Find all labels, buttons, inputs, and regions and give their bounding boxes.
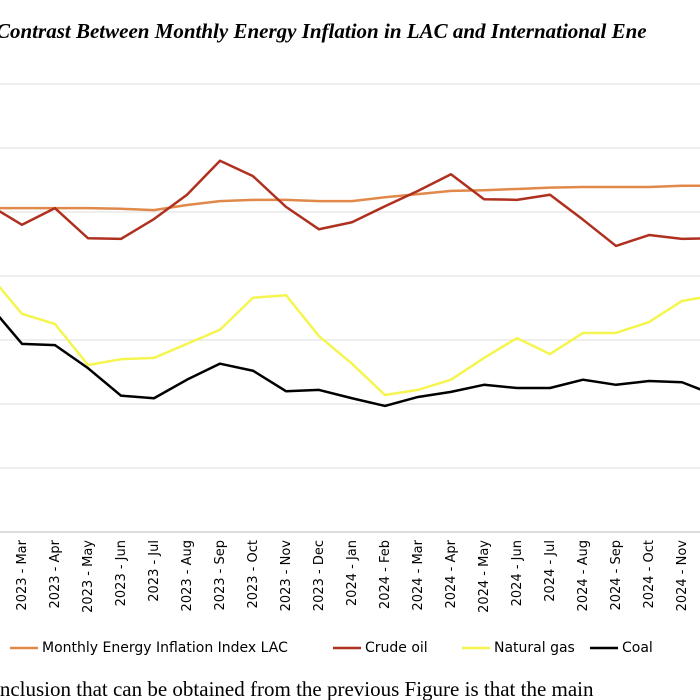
caption: conclusion that can be obtained from the… — [0, 677, 594, 700]
x-tick-label: 2024 - Nov — [675, 540, 690, 612]
x-tick-label: 2024 - Jan — [345, 540, 360, 606]
x-tick-label: 2023 - Nov — [279, 540, 294, 612]
legend-label: Coal — [622, 640, 653, 656]
x-tick-label: 2023 - Jul — [147, 540, 162, 602]
x-tick-label: 2024 - Oct — [642, 540, 657, 609]
x-tick-label: 2024 - Jun — [510, 540, 525, 606]
x-tick-label: 2023 - Mar — [15, 539, 30, 610]
series-line — [0, 285, 700, 397]
series-line — [0, 315, 700, 408]
series-line — [0, 184, 700, 212]
x-tick-label: 2023 - Sep — [213, 540, 228, 611]
x-tick-label: 2023 - Jun — [114, 540, 129, 606]
x-tick-label: 2023 - Oct — [246, 540, 261, 609]
x-tick-label: 2023 - Aug — [180, 540, 195, 611]
x-tick-label: 2024 - Sep — [609, 540, 624, 611]
chart-title: Contrast Between Monthly Energy Inflatio… — [0, 19, 647, 43]
x-tick-label: 2024 - Aug — [576, 540, 591, 611]
x-tick-label: 2023 - Dec — [312, 540, 327, 611]
x-tick-label: 2024 - Jul — [543, 540, 558, 602]
legend-label: Natural gas — [494, 640, 575, 656]
legend-label: Monthly Energy Inflation Index LAC — [42, 640, 288, 656]
x-tick-label: 2024 - Feb — [378, 540, 393, 609]
x-tick-label: 2023 - Apr — [48, 539, 63, 608]
x-tick-label: 2023 - May — [81, 540, 96, 613]
x-tick-label: 2024 - Apr — [444, 539, 459, 608]
x-tick-label: 2024 - Mar — [411, 539, 426, 610]
series-line — [0, 159, 700, 248]
x-tick-label: 2024 - May — [477, 540, 492, 613]
legend-label: Crude oil — [365, 640, 428, 656]
